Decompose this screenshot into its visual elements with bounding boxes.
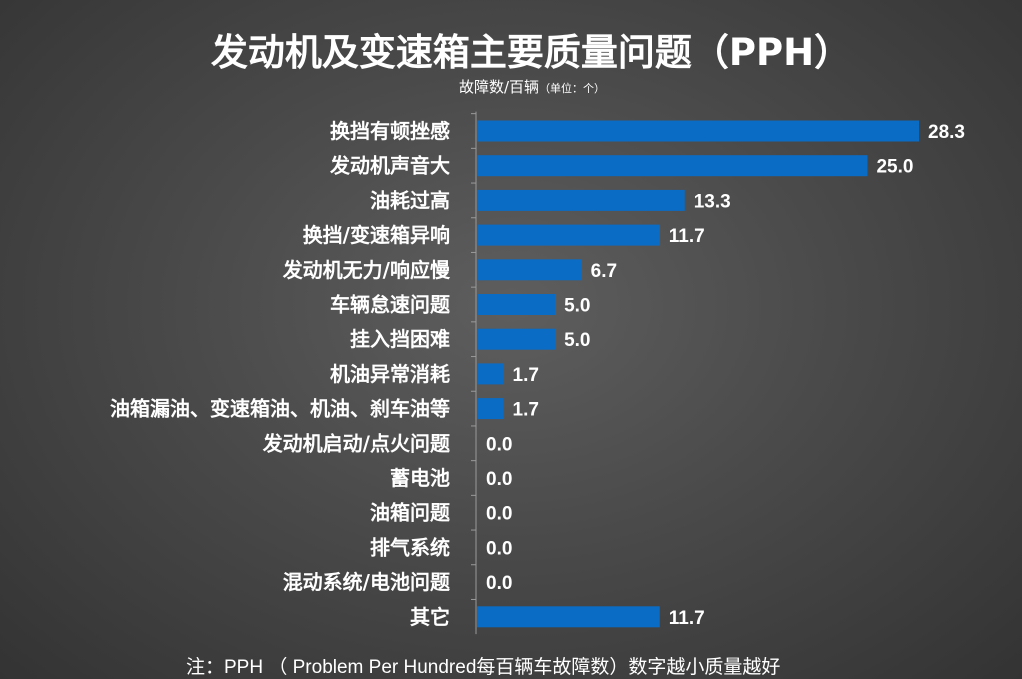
value-label: 11.7 — [669, 226, 705, 247]
value-label: 1.7 — [513, 400, 539, 421]
bar — [477, 363, 504, 385]
bar — [477, 398, 504, 420]
value-label: 1.7 — [513, 365, 539, 386]
value-label: 0.0 — [486, 538, 512, 559]
bars-layer: 换挡有顿挫感 28.3 发动机声音大 25.0 油耗过高 13.3 换挡/变速箱异响 11.7… — [110, 113, 965, 629]
category-label: 油箱问题 — [370, 501, 451, 525]
category-label: 发动机声音大 — [329, 154, 450, 178]
chart-subtitle: 故障数/百辆（单位：个） — [459, 76, 605, 97]
value-label: 25.0 — [876, 157, 913, 178]
category-label: 发动机无力/响应慢 — [282, 258, 451, 282]
category-label: 排气系统 — [370, 535, 450, 559]
subtitle-text: 故障数/百辆 — [459, 78, 540, 96]
bar — [477, 328, 556, 350]
value-label: 6.7 — [591, 261, 617, 282]
chart-title: 发动机及变速箱主要质量问题（PPH） — [210, 31, 852, 74]
bar — [477, 294, 556, 315]
value-label: 13.3 — [694, 191, 731, 212]
value-label: 0.0 — [486, 504, 512, 525]
bar — [477, 189, 685, 211]
subtitle-unit: （单位：个） — [539, 82, 606, 95]
value-label: 11.7 — [669, 608, 705, 629]
category-label: 换挡有顿挫感 — [330, 119, 450, 143]
value-label: 0.0 — [486, 573, 512, 594]
category-label: 混动系统/电池问题 — [283, 570, 451, 594]
bar — [477, 606, 660, 628]
category-label: 车辆怠速问题 — [330, 293, 451, 317]
value-label: 0.0 — [486, 469, 512, 490]
bar — [477, 224, 660, 246]
footnote: 注：PPH （ Problem Per Hundred每百辆车故障数）数字越小质… — [186, 657, 781, 678]
category-label: 蓄电池 — [390, 466, 450, 490]
category-label: 挂入挡困难 — [350, 327, 450, 351]
category-label: 其它 — [410, 605, 450, 629]
category-label: 油箱漏油、变速箱油、机油、刹车油等 — [110, 397, 450, 421]
value-label: 5.0 — [564, 296, 590, 317]
value-label: 28.3 — [928, 122, 965, 143]
bar — [477, 259, 582, 281]
category-label: 油耗过高 — [370, 188, 450, 212]
bar — [477, 120, 919, 142]
value-label: 0.0 — [486, 434, 512, 455]
category-label: 机油异常消耗 — [330, 362, 450, 386]
category-label: 换挡/变速箱异响 — [303, 223, 450, 247]
value-label: 5.0 — [564, 330, 590, 351]
category-label: 发动机启动/点火问题 — [262, 431, 451, 455]
bar — [477, 155, 868, 177]
